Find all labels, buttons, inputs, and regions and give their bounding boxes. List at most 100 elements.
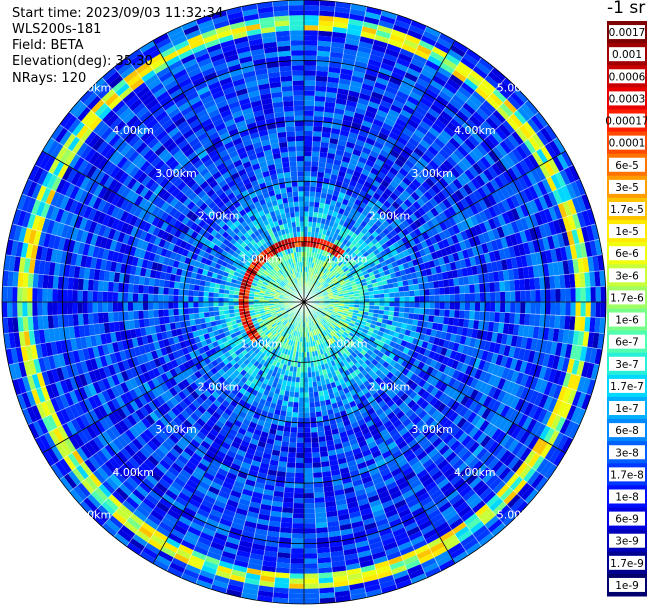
ppi-cell [428, 260, 436, 269]
ppi-cell [488, 251, 497, 263]
ppi-cell [324, 198, 332, 205]
ppi-cell [452, 40, 469, 53]
ppi-cell [473, 235, 482, 247]
ppi-cell [377, 285, 384, 291]
ppi-cell [459, 302, 466, 311]
ppi-cell [413, 219, 423, 228]
ppi-cell [323, 106, 335, 114]
ppi-cell [417, 387, 427, 398]
ppi-cell [424, 308, 430, 316]
ppi-cell [421, 116, 435, 127]
ppi-cell [524, 388, 535, 403]
ppi-cell [453, 163, 465, 176]
ppi-cell [542, 236, 551, 251]
ppi-cell [293, 503, 304, 509]
ppi-cell [278, 346, 284, 353]
ppi-cell [454, 65, 470, 79]
ppi-cell [262, 494, 274, 501]
ppi-cell [456, 417, 467, 429]
ppi-cell [476, 143, 488, 157]
ppi-cell [358, 554, 374, 563]
ppi-cell [336, 196, 344, 204]
ppi-cell [548, 447, 562, 464]
ppi-cell [426, 229, 435, 239]
ppi-cell [329, 545, 344, 553]
ppi-cell [330, 286, 337, 290]
ppi-cell [364, 583, 381, 593]
ppi-cell [454, 302, 461, 311]
ppi-cell [263, 550, 278, 558]
ppi-cell [466, 411, 478, 424]
ppi-cell [336, 275, 342, 281]
ppi-cell [400, 202, 409, 212]
ppi-cell [479, 311, 485, 321]
ppi-cell [500, 291, 506, 302]
ppi-cell [399, 296, 405, 302]
ppi-cell [419, 400, 430, 410]
ppi-cell [331, 354, 337, 361]
ppi-cell [311, 156, 320, 162]
ppi-cell [311, 437, 319, 443]
ppi-cell [375, 565, 392, 575]
ppi-cell [487, 518, 503, 533]
ppi-cell [409, 222, 418, 231]
ppi-cell [344, 38, 360, 46]
ppi-cell [449, 167, 461, 179]
ppi-cell [264, 484, 275, 491]
ppi-cell [422, 458, 434, 469]
ppi-cell [327, 326, 333, 332]
ppi-cell [347, 334, 353, 341]
ppi-cell [320, 260, 325, 267]
ppi-cell [272, 360, 278, 367]
ppi-cell [393, 331, 400, 339]
ppi-cell [322, 250, 327, 257]
ppi-cell [569, 244, 578, 260]
ppi-cell [253, 486, 265, 495]
ppi-cell [485, 494, 500, 508]
ppi-cell [370, 504, 384, 513]
ppi-cell [452, 69, 467, 83]
ppi-cell [555, 342, 563, 357]
ppi-cell [343, 267, 349, 273]
ppi-cell [500, 186, 511, 200]
ppi-cell [304, 70, 317, 76]
ppi-cell [318, 441, 327, 448]
ppi-cell [335, 98, 347, 106]
ppi-cell [435, 152, 447, 164]
ppi-cell [357, 45, 372, 55]
ppi-cell [459, 353, 467, 364]
ppi-cell [462, 102, 476, 115]
ppi-cell [318, 333, 323, 339]
ppi-cell [483, 454, 496, 468]
ppi-cell [401, 367, 410, 376]
ppi-cell [451, 369, 461, 380]
ppi-cell [471, 347, 480, 358]
ppi-cell [345, 234, 352, 241]
ppi-cell [370, 546, 385, 555]
ppi-cell [369, 302, 375, 306]
ppi-cell [304, 60, 317, 66]
ppi-cell [273, 490, 285, 498]
ppi-cell [325, 286, 331, 291]
ppi-cell [337, 268, 344, 274]
ppi-cell [434, 302, 440, 310]
ppi-cell [436, 272, 444, 281]
ppi-cell [317, 212, 323, 219]
ppi-cell [276, 562, 291, 569]
ppi-cell [417, 276, 424, 284]
ppi-cell [511, 130, 524, 146]
ppi-cell [473, 357, 482, 369]
ppi-cell [354, 430, 364, 439]
ppi-cell [195, 541, 211, 552]
ppi-cell [401, 189, 411, 199]
ppi-cell [341, 274, 348, 280]
ppi-cell [496, 201, 507, 214]
ppi-cell [369, 184, 379, 193]
ppi-cell [210, 541, 225, 551]
ppi-cell [439, 529, 455, 542]
ppi-cell [397, 333, 405, 340]
ppi-cell [316, 181, 323, 188]
ppi-cell [304, 156, 312, 162]
ppi-cell [524, 228, 533, 243]
ppi-cell [328, 259, 334, 266]
